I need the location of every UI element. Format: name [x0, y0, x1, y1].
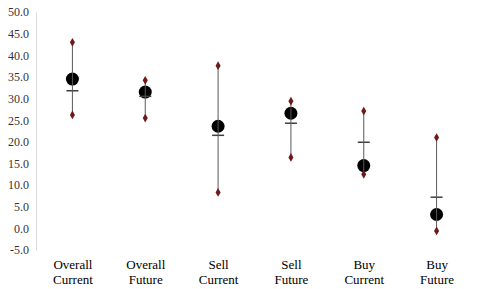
y-tick-label: 35.0: [8, 70, 29, 84]
chart: -5.0 0.0 5.0 10.0 15.0 20.0 25.0 30.0 35.0 40.0 45…: [0, 0, 481, 289]
range-low: [143, 114, 148, 123]
y-tick: 35.0: [8, 70, 36, 84]
y-tick-label: 30.0: [8, 92, 29, 106]
x-tick-label: SellFuture: [274, 257, 308, 287]
range-line: [363, 111, 364, 174]
y-tick: 10.0: [8, 178, 36, 192]
range-line: [436, 137, 437, 230]
x-axis-line: [37, 250, 474, 251]
series: [66, 73, 443, 221]
y-tick: 15.0: [8, 157, 36, 171]
y-tick-label: 5.0: [14, 200, 29, 214]
range-line: [145, 80, 146, 118]
range-low: [216, 188, 221, 197]
x-tick-label: BuyCurrent: [344, 257, 384, 287]
x-tick-label: BuyFuture: [420, 257, 454, 287]
y-tick-label: 25.0: [8, 114, 29, 128]
y-tick-label: 15.0: [8, 157, 29, 171]
y-axis-line: [36, 13, 37, 251]
x-tick: OverallCurrent: [53, 250, 93, 287]
range-high: [434, 133, 439, 142]
x-tick-label: SellCurrent: [199, 257, 239, 287]
y-tick: 30.0: [8, 92, 36, 106]
x-tick-label: OverallFuture: [126, 257, 165, 287]
y-tick: 5.0: [14, 200, 36, 214]
series: [70, 38, 439, 235]
y-tick: 25.0: [8, 114, 36, 128]
y-tick-label: 20.0: [8, 135, 29, 149]
y-tick-label: 10.0: [8, 178, 29, 192]
y-tick-label: -5.0: [10, 243, 29, 257]
x-tick: SellCurrent: [199, 250, 239, 287]
range-line: [72, 42, 73, 115]
range-high: [361, 107, 366, 116]
range-low: [434, 227, 439, 236]
range-high: [143, 76, 148, 85]
y-tick-label: 0.0: [14, 222, 29, 236]
marks: [66, 38, 443, 235]
series: [66, 91, 442, 197]
x-tick: OverallFuture: [126, 250, 165, 287]
y-tick: 20.0: [8, 135, 36, 149]
range-line: [290, 101, 291, 157]
x-tick: SellFuture: [274, 250, 308, 287]
y-tick: 0.0: [14, 222, 36, 236]
y-tick-label: 45.0: [8, 27, 29, 41]
y-tick-label: 40.0: [8, 49, 29, 63]
range-low: [70, 111, 75, 120]
y-tick: 40.0: [8, 49, 36, 63]
range-low: [361, 170, 366, 179]
y-axis: -5.0 0.0 5.0 10.0 15.0 20.0 25.0 30.0 35.0 40.0 45…: [8, 5, 37, 257]
y-tick: 50.0: [8, 5, 36, 19]
range-low: [288, 153, 293, 162]
x-tick: BuyCurrent: [344, 250, 384, 287]
range-high: [70, 38, 75, 47]
plot: -5.0 0.0 5.0 10.0 15.0 20.0 25.0 30.0 35.0 40.0 45…: [8, 5, 474, 287]
range-high: [288, 97, 293, 106]
range-high: [216, 61, 221, 70]
y-tick: -5.0: [10, 243, 36, 257]
range-line: [218, 66, 219, 193]
y-tick-label: 50.0: [8, 5, 29, 19]
x-axis: OverallCurrent OverallFuture SellCurrent Se…: [37, 250, 474, 287]
x-tick-label: OverallCurrent: [53, 257, 93, 287]
x-tick: BuyFuture: [420, 250, 454, 287]
y-tick: 45.0: [8, 27, 36, 41]
